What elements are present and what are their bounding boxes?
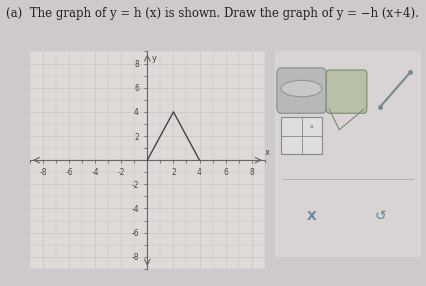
Text: y: y <box>152 54 156 63</box>
Text: X: X <box>306 210 316 223</box>
Text: (a)  The graph of y = h (x) is shown. Draw the graph of y = −h (x+4).: (a) The graph of y = h (x) is shown. Dra… <box>6 7 418 20</box>
Text: x: x <box>309 124 313 129</box>
Ellipse shape <box>281 80 321 97</box>
FancyBboxPatch shape <box>325 70 366 113</box>
FancyBboxPatch shape <box>269 43 426 266</box>
Text: ↺: ↺ <box>373 209 385 223</box>
FancyBboxPatch shape <box>276 68 325 113</box>
FancyBboxPatch shape <box>281 117 321 154</box>
Text: x: x <box>264 148 269 156</box>
